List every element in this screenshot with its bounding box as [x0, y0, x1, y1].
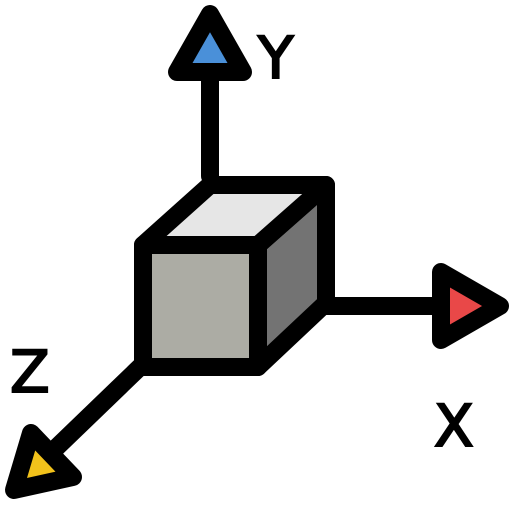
x-arrow-icon [432, 263, 509, 349]
y-axis-label: Y [257, 24, 294, 92]
z-axis-line [47, 358, 149, 457]
x-axis-label: X [434, 392, 474, 460]
y-arrow-icon [168, 5, 252, 81]
cube-front-face [134, 236, 267, 376]
z-axis-label: Z [10, 338, 50, 406]
cube [134, 176, 335, 376]
z-arrow-icon [5, 424, 82, 499]
